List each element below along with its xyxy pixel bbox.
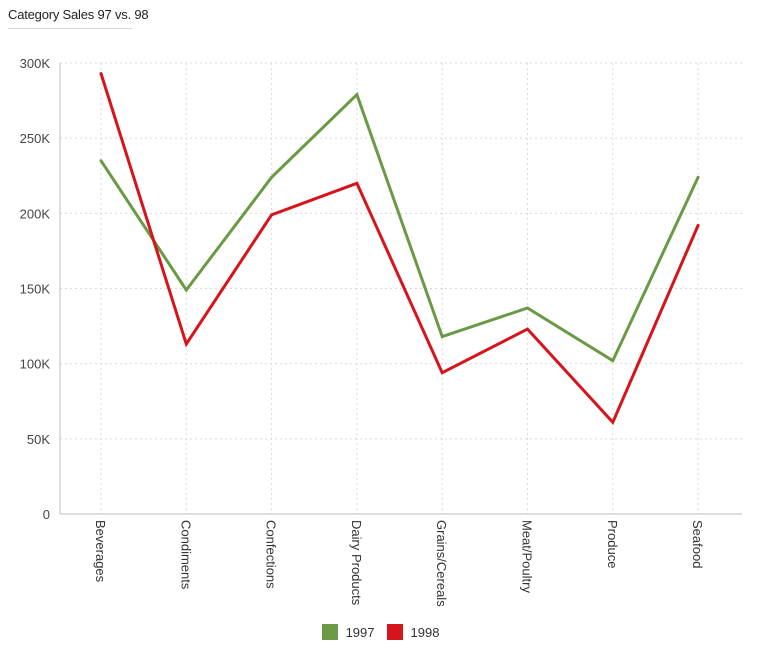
x-category-label: Grains/Cereals bbox=[434, 520, 449, 607]
chart-title-wrap: Category Sales 97 vs. 98 bbox=[8, 6, 149, 24]
line-chart: 0 50K 100K 150K 200K 250K 300K Beverages Condim… bbox=[20, 56, 742, 607]
x-category-label: Seafood bbox=[690, 520, 705, 568]
legend-item-1997[interactable]: 1997 bbox=[321, 624, 375, 640]
legend-item-1998[interactable]: 1998 bbox=[386, 624, 440, 640]
legend: 1997 1998 bbox=[0, 624, 761, 640]
legend-swatch-1998 bbox=[386, 624, 403, 640]
x-category-label: Confections bbox=[264, 520, 279, 589]
y-tick-label: 0 bbox=[43, 507, 50, 522]
y-tick-label: 200K bbox=[20, 206, 51, 221]
x-category-label: Condiments bbox=[178, 520, 193, 590]
legend-label-1997: 1997 bbox=[345, 624, 375, 640]
axes bbox=[59, 63, 742, 515]
x-category-label: Dairy Products bbox=[349, 520, 364, 606]
title-underline bbox=[8, 28, 132, 29]
x-category-label: Meat/Poultry bbox=[520, 520, 535, 593]
y-tick-label: 150K bbox=[20, 282, 51, 297]
series bbox=[99, 72, 700, 426]
grid bbox=[60, 62, 742, 514]
x-axis-categories: Beverages Condiments Confections Dairy Prod… bbox=[93, 520, 705, 607]
chart-title: Category Sales 97 vs. 98 bbox=[8, 7, 149, 22]
y-axis-ticks: 0 50K 100K 150K 200K 250K 300K bbox=[20, 56, 51, 522]
y-tick-label: 300K bbox=[20, 56, 51, 71]
x-category-label: Beverages bbox=[93, 520, 108, 583]
y-tick-label: 100K bbox=[20, 357, 51, 372]
y-tick-label: 50K bbox=[27, 432, 50, 447]
x-category-label: Produce bbox=[605, 520, 620, 568]
y-tick-label: 250K bbox=[20, 131, 51, 146]
legend-swatch-1997 bbox=[321, 624, 338, 640]
series-line-1997 bbox=[99, 91, 700, 363]
legend-label-1998: 1998 bbox=[410, 624, 440, 640]
series-line-1998 bbox=[99, 72, 700, 426]
